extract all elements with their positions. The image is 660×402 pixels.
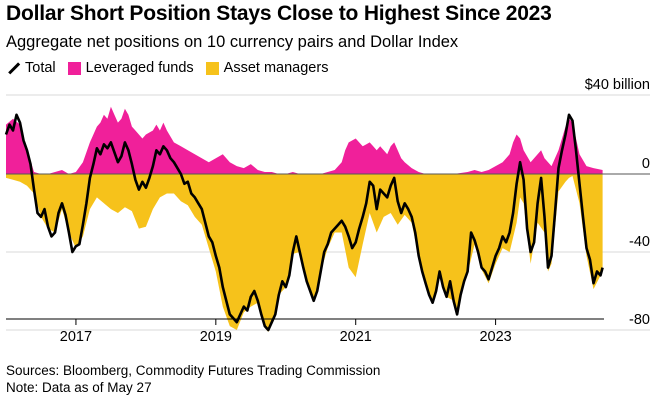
y-tick-label: $40 billion [585, 78, 650, 93]
legend-label-total: Total [25, 60, 56, 76]
legend: Total Leveraged funds Asset managers [6, 58, 340, 78]
data-note: Note: Data as of May 27 [6, 380, 152, 395]
legend-swatch-leveraged [67, 61, 81, 75]
x-tick-label: 2017 [60, 329, 92, 345]
chart-title: Dollar Short Position Stays Close to Hig… [6, 2, 552, 25]
area-asset-managers [6, 174, 603, 332]
x-axis: 2017 2019 2021 2023 [6, 318, 604, 345]
legend-item-asset: Asset managers [205, 60, 329, 76]
y-tick-label: -80 [629, 312, 650, 328]
gridlines [6, 94, 650, 331]
source-note: Sources: Bloomberg, Commodity Futures Tr… [6, 363, 381, 378]
area-leveraged-funds [6, 106, 603, 174]
legend-label-leveraged: Leveraged funds [85, 60, 194, 76]
chart-plot: $40 billion 0 -40 -80 2017 2019 2021 2023 [4, 78, 650, 345]
legend-label-asset: Asset managers [223, 60, 329, 76]
legend-item-total: Total [6, 60, 56, 76]
legend-item-leveraged: Leveraged funds [67, 60, 194, 76]
line-total [4, 113, 604, 332]
x-tick-label: 2021 [340, 329, 372, 345]
y-tick-label: -40 [629, 234, 650, 250]
chart-subtitle: Aggregate net positions on 10 currency p… [6, 33, 459, 51]
y-axis-labels: $40 billion 0 -40 -80 [585, 78, 650, 328]
y-tick-label: 0 [642, 156, 650, 172]
total-line-group [4, 113, 604, 332]
legend-swatch-total [6, 61, 20, 75]
x-tick-label: 2019 [200, 329, 232, 345]
x-tick-label: 2023 [479, 329, 511, 345]
legend-swatch-asset [205, 61, 219, 75]
